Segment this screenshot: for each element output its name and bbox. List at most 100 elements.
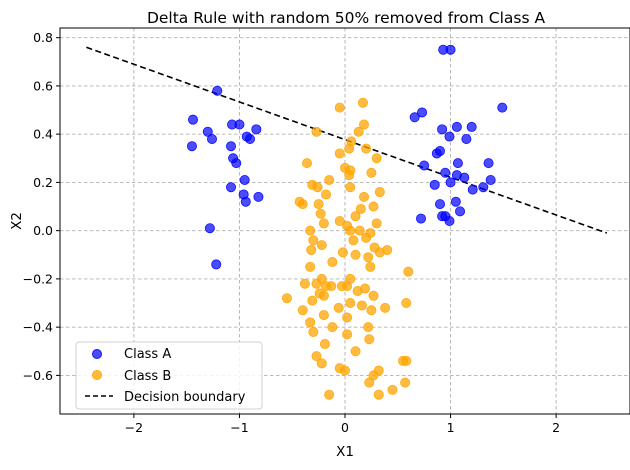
class-b-point: [387, 384, 398, 395]
class-a-series: [186, 44, 508, 270]
class-b-point: [352, 285, 363, 296]
class-b-point: [308, 235, 319, 246]
class-b-point: [361, 232, 372, 243]
class-b-point: [315, 208, 326, 219]
class-a-point: [212, 85, 223, 96]
class-b-point: [342, 281, 353, 292]
class-a-point: [409, 112, 420, 123]
y-tick-label: 0.4: [33, 127, 53, 142]
class-b-point: [403, 266, 414, 277]
class-b-point: [344, 143, 355, 154]
class-b-point: [299, 278, 310, 289]
class-b-point: [345, 182, 356, 193]
class-b-point: [400, 377, 411, 388]
class-b-point: [373, 389, 384, 400]
y-tick-label: 0.2: [33, 175, 53, 190]
class-b-point: [327, 257, 338, 268]
class-b-point: [350, 211, 361, 222]
class-a-point: [478, 182, 489, 193]
class-b-point: [339, 365, 350, 376]
y-tick-label: −0.4: [23, 320, 53, 335]
x-tick-label: −2: [125, 420, 143, 435]
class-b-point: [324, 389, 335, 400]
class-b-point: [319, 339, 330, 350]
class-b-point: [342, 312, 353, 323]
class-a-point: [251, 124, 262, 135]
class-a-point: [225, 141, 236, 152]
class-b-point: [311, 278, 322, 289]
class-a-point: [466, 121, 477, 132]
class-b-point: [305, 317, 316, 328]
class-b-point: [297, 199, 308, 210]
class-a-point: [206, 133, 217, 144]
chart-title: Delta Rule with random 50% removed from …: [147, 9, 546, 27]
class-a-point: [239, 174, 250, 185]
class-b-point: [357, 97, 368, 108]
x-tick-label: 0: [341, 420, 349, 435]
class-b-point: [371, 153, 382, 164]
class-a-point: [417, 107, 428, 118]
class-a-point: [450, 196, 461, 207]
legend-box: [75, 341, 263, 410]
class-a-point: [444, 131, 455, 142]
class-a-point: [415, 213, 426, 224]
class-a-point: [483, 158, 494, 169]
class-a-point: [225, 182, 236, 193]
class-b-point: [353, 126, 364, 137]
x-tick-label: −1: [230, 420, 248, 435]
class-b-point: [342, 329, 353, 340]
class-b-point: [366, 305, 377, 316]
class-a-point: [485, 174, 496, 185]
class-b-point: [345, 298, 356, 309]
class-b-point: [401, 355, 412, 366]
class-b-point: [374, 247, 385, 258]
class-b-point: [334, 102, 345, 113]
class-a-point: [461, 133, 472, 144]
class-b-point: [380, 302, 391, 313]
class-b-point: [316, 240, 327, 251]
class-b-point: [316, 358, 327, 369]
class-a-point: [429, 179, 440, 190]
class-b-point: [371, 218, 382, 229]
class-b-point: [301, 158, 312, 169]
class-b-point: [337, 247, 348, 258]
class-b-point: [350, 346, 361, 357]
y-axis-ticks: −0.6 −0.4 −0.2 0.0 0.2 0.4 0.6 0.8: [23, 30, 60, 383]
class-a-point: [497, 102, 508, 113]
class-b-point: [326, 281, 337, 292]
class-a-point: [445, 177, 456, 188]
class-b-point: [348, 235, 359, 246]
class-b-point: [401, 298, 412, 309]
class-b-point: [358, 119, 369, 130]
class-b-point: [368, 201, 379, 212]
class-b-point: [318, 290, 329, 301]
class-a-point: [445, 44, 456, 55]
class-b-point: [297, 305, 308, 316]
y-tick-label: −0.6: [23, 368, 53, 383]
class-a-point: [451, 121, 462, 132]
class-b-point: [318, 310, 329, 321]
class-b-point: [327, 322, 338, 333]
class-a-point: [211, 259, 222, 270]
legend-marker-class-b: [92, 370, 102, 380]
class-b-point: [320, 189, 331, 200]
class-b-point: [355, 203, 366, 214]
class-a-point: [455, 206, 466, 217]
legend: Class A Class B Decision boundary: [75, 341, 263, 410]
class-a-point: [444, 215, 455, 226]
class-a-point: [204, 223, 215, 234]
class-b-point: [374, 187, 385, 198]
class-b-point: [334, 215, 345, 226]
class-b-point: [311, 126, 322, 137]
class-b-point: [366, 167, 377, 178]
class-b-point: [305, 225, 316, 236]
class-a-point: [419, 160, 430, 171]
y-axis-label: X2: [9, 212, 25, 230]
class-a-point: [244, 133, 255, 144]
y-tick-label: 0.0: [33, 223, 53, 238]
class-a-point: [431, 148, 442, 159]
class-b-point: [318, 218, 329, 229]
class-b-point: [365, 261, 376, 272]
class-b-point: [358, 191, 369, 202]
y-tick-label: 0.6: [33, 78, 53, 93]
